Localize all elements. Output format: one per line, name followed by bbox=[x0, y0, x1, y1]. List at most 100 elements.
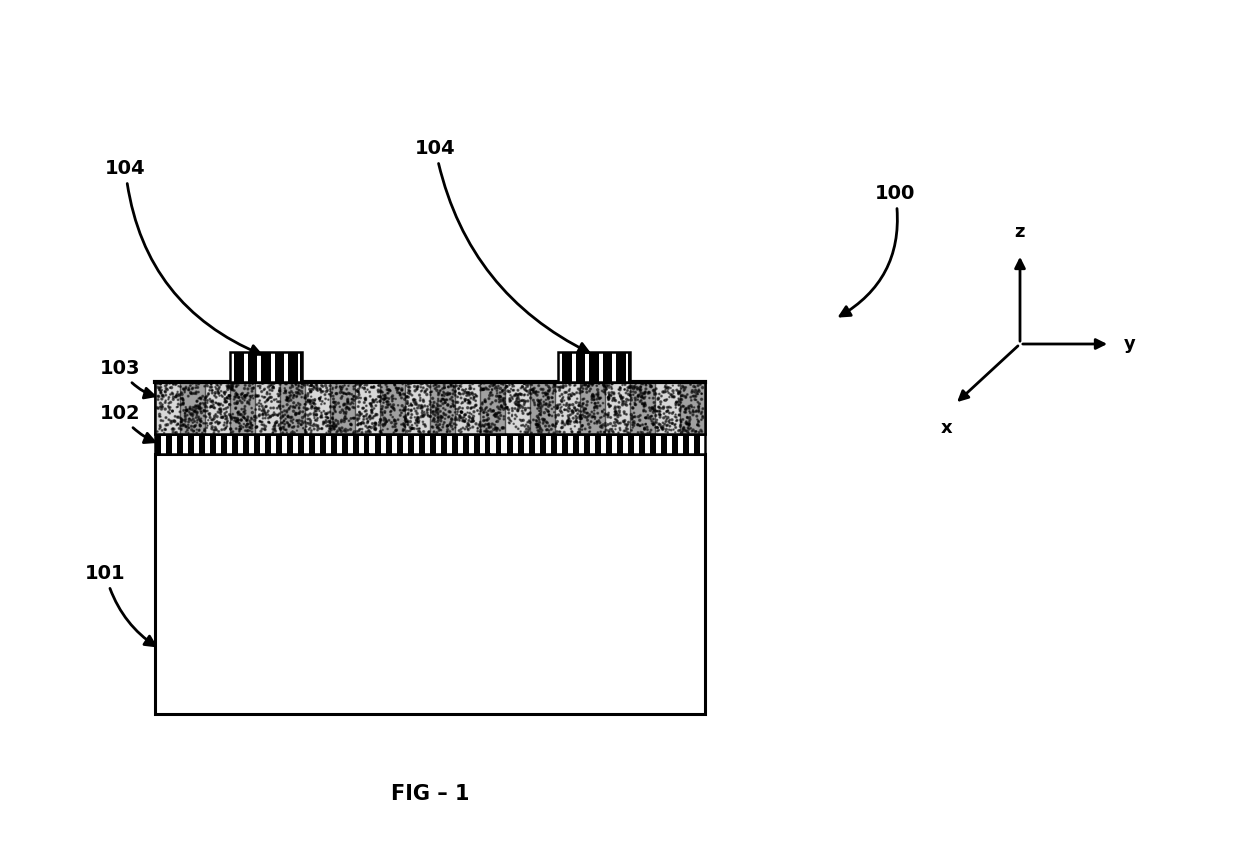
Point bbox=[649, 417, 668, 430]
Point bbox=[521, 406, 541, 419]
Point bbox=[267, 415, 286, 429]
Point bbox=[489, 406, 508, 419]
Point bbox=[187, 416, 207, 430]
Point bbox=[492, 383, 512, 397]
Point bbox=[196, 391, 216, 404]
Point bbox=[262, 378, 281, 392]
Point bbox=[544, 377, 564, 391]
Bar bbox=[257, 352, 262, 382]
Point bbox=[645, 388, 665, 402]
Text: 100: 100 bbox=[839, 184, 915, 316]
Point bbox=[264, 381, 284, 395]
Point bbox=[291, 391, 311, 404]
Point bbox=[186, 419, 206, 432]
Point bbox=[350, 406, 370, 419]
Point bbox=[387, 381, 407, 395]
Point bbox=[263, 381, 283, 394]
Point bbox=[237, 388, 257, 402]
Point bbox=[303, 400, 322, 414]
Point bbox=[357, 421, 377, 435]
Point bbox=[393, 417, 413, 430]
Point bbox=[599, 425, 619, 439]
Point bbox=[596, 382, 616, 396]
Point bbox=[683, 408, 703, 422]
Bar bbox=[180, 382, 205, 434]
Point bbox=[443, 422, 463, 436]
Point bbox=[329, 417, 348, 430]
Point bbox=[407, 407, 427, 420]
Point bbox=[484, 378, 503, 392]
Point bbox=[247, 398, 267, 411]
Point bbox=[532, 399, 552, 413]
Point bbox=[373, 388, 393, 402]
Point bbox=[594, 403, 614, 416]
Point bbox=[424, 405, 444, 419]
Point bbox=[289, 414, 309, 427]
Point bbox=[242, 390, 262, 403]
Bar bbox=[353, 434, 358, 454]
Point bbox=[221, 381, 241, 395]
Point bbox=[539, 419, 559, 433]
Point bbox=[666, 425, 686, 439]
Point bbox=[156, 388, 176, 402]
Point bbox=[179, 383, 198, 397]
Point bbox=[639, 385, 658, 398]
Point bbox=[538, 405, 558, 419]
Point bbox=[689, 425, 709, 439]
Point bbox=[547, 414, 567, 428]
Point bbox=[227, 395, 247, 408]
Point bbox=[242, 385, 262, 398]
Point bbox=[536, 398, 556, 411]
Bar bbox=[480, 382, 505, 434]
Point bbox=[227, 414, 247, 428]
Point bbox=[304, 380, 324, 393]
Point bbox=[388, 386, 408, 399]
Point bbox=[210, 389, 229, 403]
Point bbox=[424, 400, 444, 414]
Point bbox=[449, 411, 469, 425]
Point bbox=[676, 424, 696, 437]
Point bbox=[389, 387, 409, 400]
Point bbox=[263, 426, 283, 440]
Point bbox=[286, 386, 306, 399]
Point bbox=[386, 392, 405, 406]
Point bbox=[397, 418, 417, 431]
Point bbox=[171, 411, 191, 425]
Point bbox=[301, 379, 321, 392]
Point bbox=[171, 422, 191, 436]
Point bbox=[443, 408, 463, 422]
Point bbox=[630, 414, 650, 427]
Point bbox=[288, 381, 308, 395]
Point bbox=[645, 383, 665, 397]
Point bbox=[429, 424, 449, 437]
Point bbox=[182, 382, 202, 396]
Point bbox=[502, 377, 522, 391]
Point bbox=[508, 396, 528, 409]
Point bbox=[155, 396, 175, 409]
Point bbox=[552, 406, 572, 419]
Point bbox=[312, 395, 332, 408]
Point bbox=[610, 421, 630, 435]
Point bbox=[159, 392, 179, 406]
Point bbox=[405, 416, 425, 430]
Point bbox=[428, 408, 448, 421]
Point bbox=[587, 415, 606, 429]
Point bbox=[365, 417, 384, 430]
Point bbox=[331, 392, 351, 405]
Point bbox=[306, 408, 326, 421]
Point bbox=[432, 395, 451, 408]
Point bbox=[578, 379, 598, 392]
Point bbox=[207, 414, 227, 428]
Point bbox=[487, 422, 507, 436]
Point bbox=[362, 406, 382, 419]
Point bbox=[324, 407, 343, 420]
Point bbox=[345, 411, 365, 425]
Point bbox=[528, 398, 548, 412]
Point bbox=[351, 417, 371, 430]
Point bbox=[339, 397, 358, 410]
Point bbox=[605, 416, 625, 430]
Point bbox=[248, 389, 268, 403]
Point bbox=[631, 425, 651, 439]
Point bbox=[188, 386, 208, 399]
Point bbox=[213, 411, 233, 425]
